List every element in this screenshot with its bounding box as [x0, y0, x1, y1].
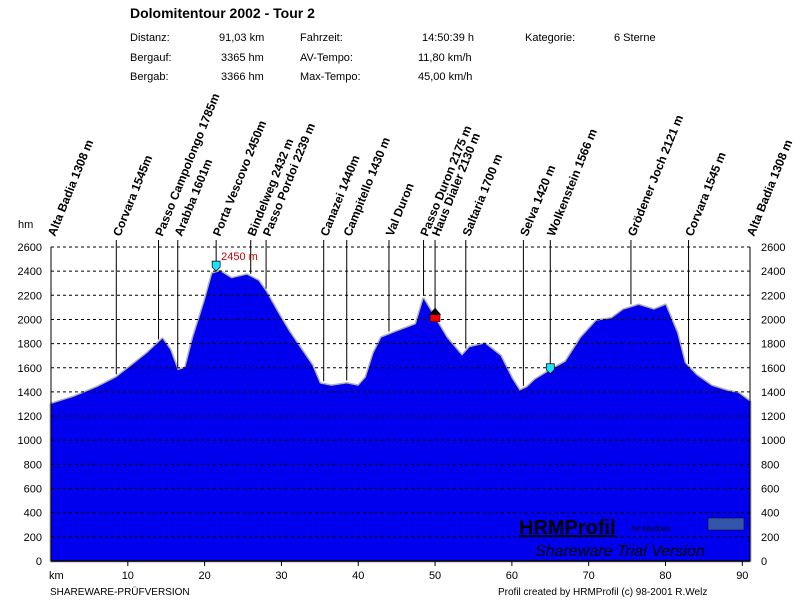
stat-value-fahrzeit: 14:50:39 h [422, 32, 474, 44]
ytick-left-600: 600 [24, 484, 42, 496]
ytick-left-2400: 2400 [18, 266, 42, 278]
ytick-right-2600: 2600 [761, 242, 785, 254]
ytick-right-0: 0 [761, 556, 767, 568]
waypoint-label-15: Grödener Joch 2121 m [625, 113, 686, 238]
ytick-left-1200: 1200 [18, 411, 42, 423]
stat-label-maxtempo: Max-Tempo: [300, 71, 361, 83]
stat-value-bergab: 3366 hm [221, 71, 264, 83]
ytick-left-1800: 1800 [18, 339, 42, 351]
ytick-left-2200: 2200 [18, 290, 42, 302]
xtick-70: 70 [583, 570, 595, 582]
xtick-60: 60 [506, 570, 518, 582]
ytick-right-1000: 1000 [761, 435, 785, 447]
ytick-right-1600: 1600 [761, 363, 785, 375]
waypoint-label-0: Alta Badia 1308 m [45, 138, 96, 238]
house-roof-icon [429, 307, 442, 315]
ytick-right-1400: 1400 [761, 387, 785, 399]
ytick-right-2400: 2400 [761, 266, 785, 278]
xtick-30: 30 [275, 570, 287, 582]
ytick-left-200: 200 [24, 532, 42, 544]
ytick-left-2600: 2600 [18, 242, 42, 254]
stat-value-maxtempo: 45,00 km/h [418, 71, 473, 83]
stat-value-distanz: 91,03 km [219, 32, 265, 44]
footer-credit: Profil created by HRMProfil (c) 98-2001 … [498, 587, 708, 598]
ytick-right-2200: 2200 [761, 290, 785, 302]
ytick-left-1600: 1600 [18, 363, 42, 375]
waypoint-label-9: Val Duron [383, 181, 417, 238]
xtick-80: 80 [659, 570, 671, 582]
ytick-right-1200: 1200 [761, 411, 785, 423]
stat-label-fahrzeit: Fahrzeit: [300, 32, 343, 44]
ytick-left-1400: 1400 [18, 387, 42, 399]
stat-label-distanz: Distanz: [130, 32, 170, 44]
x-axis-label: km [49, 570, 64, 582]
xtick-40: 40 [352, 570, 364, 582]
stat-label-avtempo: AV-Tempo: [300, 52, 353, 64]
waypoint-label-1: Corvara 1545m [110, 153, 155, 238]
y-axis-label: hm [18, 219, 33, 231]
ytick-left-2000: 2000 [18, 314, 42, 326]
xtick-90: 90 [736, 570, 748, 582]
xtick-20: 20 [199, 570, 211, 582]
watermark-brand: HRMProfil [519, 517, 616, 539]
footer-shareware: SHAREWARE-PRÜFVERSION [50, 587, 190, 598]
max-elevation-label: 2450 m [221, 251, 258, 263]
waypoint-label-16: Corvara 1545 m [682, 150, 728, 238]
stat-label-bergauf: Bergauf: [130, 52, 172, 64]
stat-label-bergab: Bergab: [130, 71, 169, 83]
ytick-left-400: 400 [24, 508, 42, 520]
stat-value-bergauf: 3365 hm [221, 52, 264, 64]
waypoint-label-17: Alta Badia 1308 m [744, 138, 795, 238]
flag-marker-icon-2 [545, 363, 555, 375]
ytick-left-1000: 1000 [18, 435, 42, 447]
flag-marker-icon-0 [211, 260, 221, 272]
ytick-left-0: 0 [36, 556, 42, 568]
watermark-logo-icon [707, 517, 745, 531]
house-icon [429, 314, 441, 322]
watermark-subtitle: für Windows [632, 526, 671, 533]
ytick-right-2000: 2000 [761, 314, 785, 326]
stat-value-avtempo: 11,80 km/h [418, 52, 472, 64]
ytick-right-800: 800 [761, 459, 779, 471]
stat-label-kategorie: Kategorie: [525, 32, 576, 44]
ytick-right-400: 400 [761, 508, 779, 520]
ytick-left-800: 800 [24, 459, 42, 471]
stat-value-kategorie: 6 Sterne [614, 32, 656, 44]
watermark-trial-text: Shareware Trial Version [535, 543, 705, 560]
chart-title: Dolomitentour 2002 - Tour 2 [130, 5, 315, 21]
ytick-right-200: 200 [761, 532, 779, 544]
xtick-50: 50 [429, 570, 441, 582]
xtick-10: 10 [122, 570, 134, 582]
ytick-right-1800: 1800 [761, 339, 785, 351]
ytick-right-600: 600 [761, 484, 779, 496]
